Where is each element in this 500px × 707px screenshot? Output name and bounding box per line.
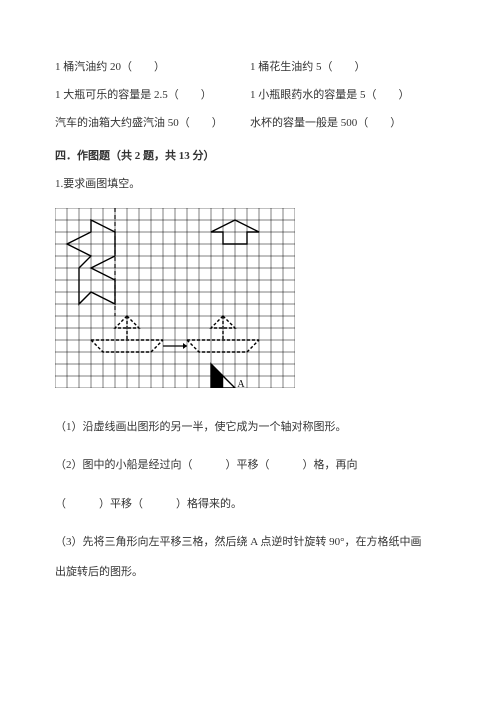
- svg-text:A: A: [237, 379, 245, 388]
- question-1-sub2: （2）图中的小船是经过向（ ）平移（ ）格，再向: [55, 453, 445, 477]
- text-line-1-right: 1 桶花生油约 5（ ）: [250, 55, 445, 79]
- text-line-3-right: 水杯的容量一般是 500（ ）: [250, 111, 445, 135]
- text-line-1-left: 1 桶汽油约 20（ ）: [55, 55, 250, 79]
- section-4-title: 四．作图题（共 2 题，共 13 分）: [55, 144, 445, 168]
- text-line-3-left: 汽车的油箱大约盛汽油 50（ ）: [55, 111, 250, 135]
- question-1-sub3b: 出旋转后的图形。: [55, 560, 445, 584]
- question-1-sub3: （3）先将三角形向左平移三格，然后绕 A 点逆时针旋转 90°，在方格纸中画: [55, 530, 445, 554]
- question-1-sub1: （1）沿虚线画出图形的另一半，使它成为一个轴对称图形。: [55, 415, 445, 439]
- text-line-2-left: 1 大瓶可乐的容量是 2.5（ ）: [55, 83, 250, 107]
- question-1-sub2b: （ ）平移（ ）格得来的。: [55, 492, 445, 516]
- figure-grid: A: [55, 208, 445, 397]
- question-1-title: 1.要求画图填空。: [55, 172, 445, 196]
- text-line-2-right: 1 小瓶眼药水的容量是 5（ ）: [250, 83, 445, 107]
